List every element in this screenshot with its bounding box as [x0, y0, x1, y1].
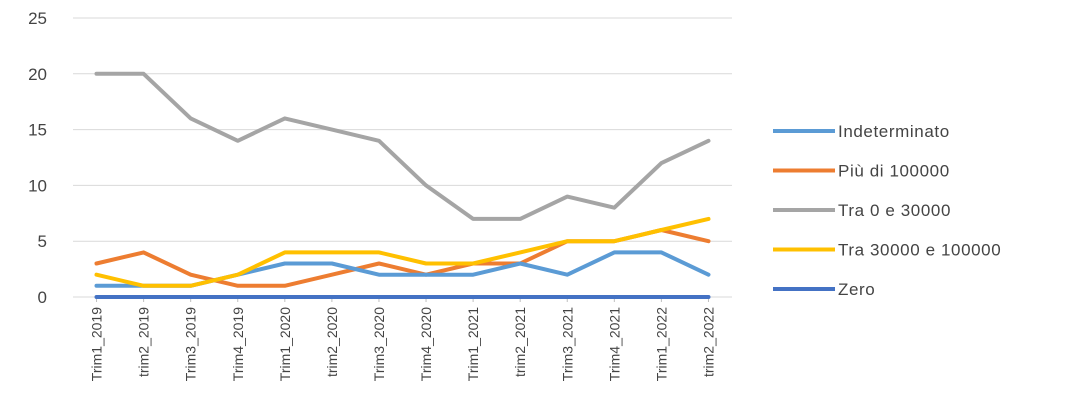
legend-item: Indeterminato [773, 122, 950, 141]
y-axis-ticks: 0 5 10 15 20 25 [28, 9, 47, 307]
x-tick-label: trim2_2020 [324, 307, 340, 377]
y-tick-label: 15 [28, 121, 47, 140]
legend-label: Indeterminato [838, 122, 950, 141]
y-tick-label: 5 [38, 232, 47, 251]
grid-lines [73, 17, 732, 298]
legend-label: Tra 0 e 30000 [838, 201, 951, 220]
y-tick-label: 10 [28, 176, 47, 195]
series-line-tra-0-e-30000 [94, 71, 711, 221]
x-tick-label: Trim3_2019 [183, 307, 199, 381]
y-tick-label: 0 [38, 288, 47, 307]
legend-item: Più di 100000 [773, 162, 950, 181]
x-tick-label: Trim4_2019 [230, 307, 246, 381]
x-tick-label: Trim3_2021 [559, 307, 575, 381]
x-tick-label: trim2_2021 [512, 307, 528, 377]
series-line-tra-30000-e-100000 [94, 216, 711, 288]
legend: Indeterminato Più di 100000 Tra 0 e 30000 T… [773, 122, 1001, 299]
legend-item: Zero [773, 280, 875, 299]
x-tick-label: trim2_2019 [136, 307, 152, 377]
x-tick-label: Trim1_2019 [89, 307, 105, 381]
x-tick-label: Trim3_2020 [371, 307, 387, 381]
y-tick-label: 25 [28, 9, 47, 28]
x-tick-label: Trim4_2020 [418, 307, 434, 381]
x-tick-label: trim2_2022 [700, 307, 716, 377]
x-tick-label: Trim1_2022 [653, 307, 669, 381]
legend-item: Tra 30000 e 100000 [773, 241, 1001, 260]
legend-label: Più di 100000 [838, 162, 950, 181]
legend-label: Zero [838, 280, 875, 299]
legend-item: Tra 0 e 30000 [773, 201, 951, 220]
x-axis-ticks: Trim1_2019 trim2_2019 Trim3_2019 Trim4_2019… [89, 297, 716, 381]
series-lines [94, 71, 711, 299]
legend-label: Tra 30000 e 100000 [838, 241, 1001, 260]
y-tick-label: 20 [28, 65, 47, 84]
x-tick-label: Trim1_2021 [465, 307, 481, 381]
x-tick-label: Trim1_2020 [277, 307, 293, 381]
x-tick-label: Trim4_2021 [606, 307, 622, 381]
